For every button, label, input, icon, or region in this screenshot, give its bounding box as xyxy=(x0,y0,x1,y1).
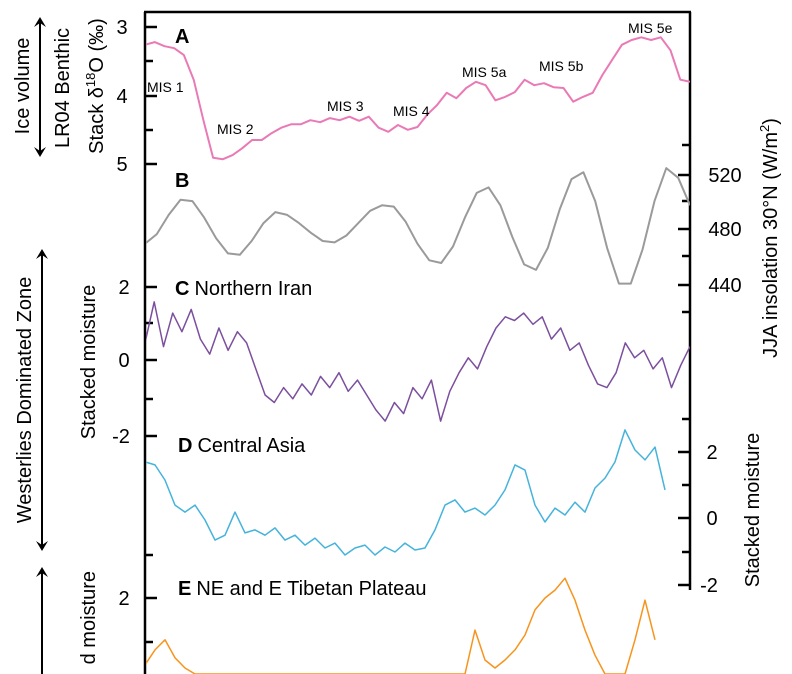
ytick-c-neg2: -2 xyxy=(112,426,130,448)
panel-c-label: C Northern Iran xyxy=(175,278,312,300)
ytick-c-0: 0 xyxy=(118,350,129,372)
annotation-mis-2: MIS 2 xyxy=(217,121,254,137)
annotation-mis-1: MIS 1 xyxy=(147,79,184,95)
panel-e-ylabel: d moisture xyxy=(78,571,100,664)
axis-ticks xyxy=(145,25,690,644)
panel-d-ylabel: Stacked moisture xyxy=(742,433,764,588)
ytick-c-2: 2 xyxy=(118,277,129,299)
series-line-panel-c xyxy=(146,301,690,422)
series-line-panel-a xyxy=(146,36,690,161)
ytick-d-0: 0 xyxy=(706,508,717,530)
ytick-b-520: 520 xyxy=(708,165,741,187)
panel-b-letter: B xyxy=(175,170,189,192)
series-line-panel-e xyxy=(146,577,656,674)
ytick-b-480: 480 xyxy=(708,219,741,241)
ice-volume-label: Ice volume xyxy=(12,38,34,135)
panel-d-label: D Central Asia xyxy=(178,435,306,457)
annotation-mis-4: MIS 4 xyxy=(393,103,430,119)
annotation-mis-3: MIS 3 xyxy=(327,98,364,114)
panel-a-letter: A xyxy=(175,26,189,48)
ytick-d-neg2: -2 xyxy=(700,575,718,597)
ytick-a-5: 5 xyxy=(116,154,127,176)
ytick-d-2: 2 xyxy=(706,442,717,464)
ytick-a-4: 4 xyxy=(116,86,127,108)
ytick-e-2: 2 xyxy=(118,588,129,610)
ytick-a-3: 3 xyxy=(116,17,127,39)
panel-a-ylabel-line1: LR04 Benthic xyxy=(52,28,74,148)
series-line-panel-d xyxy=(146,429,666,556)
westerlies-zone-label: Westerlies Dominated Zone xyxy=(14,277,36,523)
panel-b-ylabel: JJA insolation 30°N (W/m2) xyxy=(757,118,782,358)
series-group xyxy=(146,36,690,674)
annotation-mis-5e: MIS 5e xyxy=(628,20,673,36)
series-line-panel-b xyxy=(146,167,690,285)
panel-a-ylabel-line2: Stack δ18O (‰) xyxy=(83,18,108,154)
panel-e-label: E NE and E Tibetan Plateau xyxy=(178,578,427,600)
annotation-mis-5b: MIS 5b xyxy=(539,58,584,74)
panel-c-ylabel: Stacked moisture xyxy=(78,285,100,440)
ytick-b-440: 440 xyxy=(708,275,741,297)
annotation-mis-5a: MIS 5a xyxy=(462,64,507,80)
